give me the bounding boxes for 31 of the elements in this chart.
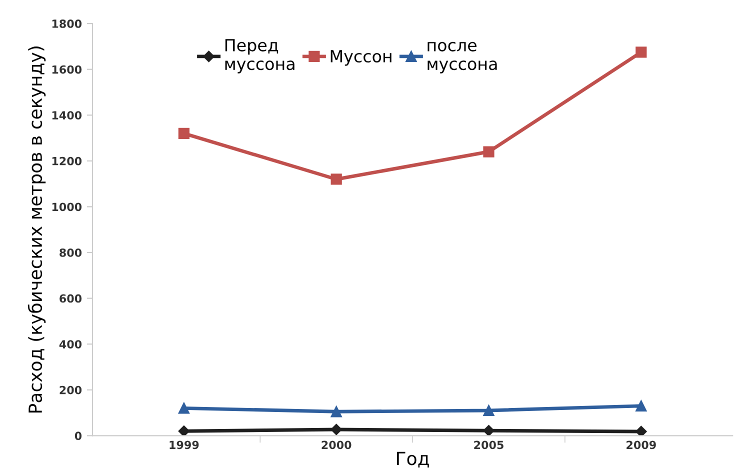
x-tick-label: 2000 [322,440,352,450]
point [483,146,494,158]
x-tick-label: 2009 [626,440,656,450]
point [483,425,494,436]
y-tick-label: 600 [60,294,82,303]
point [330,406,342,418]
point [483,404,494,416]
legend-label: после муссона [428,42,497,74]
legend-label: Муссон [330,50,392,66]
point [636,46,647,58]
y-tick-label: 1600 [52,65,82,74]
point [636,426,647,436]
x-tick-label: 2005 [474,440,504,450]
point [178,402,190,414]
y-tick-label: 800 [60,248,82,257]
point [178,425,190,436]
y-tick-label: 0 [74,432,82,440]
point [178,128,190,140]
y-axis-title: Расход (кубических метров в секунду) [28,46,46,412]
x-tick-label: 1999 [170,440,199,450]
y-tick-label: 1000 [52,202,82,212]
y-tick-label: 1400 [52,111,82,120]
y-tick-label: 400 [59,340,82,348]
point [636,400,647,412]
y-tick-label: 1200 [52,156,82,166]
point [330,424,342,436]
x-axis-title: Год [397,452,429,468]
y-tick-label: 1800 [52,20,82,28]
legend-label: Перед муссона [225,39,294,74]
y-tick-label: 200 [60,386,82,394]
point [330,174,342,185]
